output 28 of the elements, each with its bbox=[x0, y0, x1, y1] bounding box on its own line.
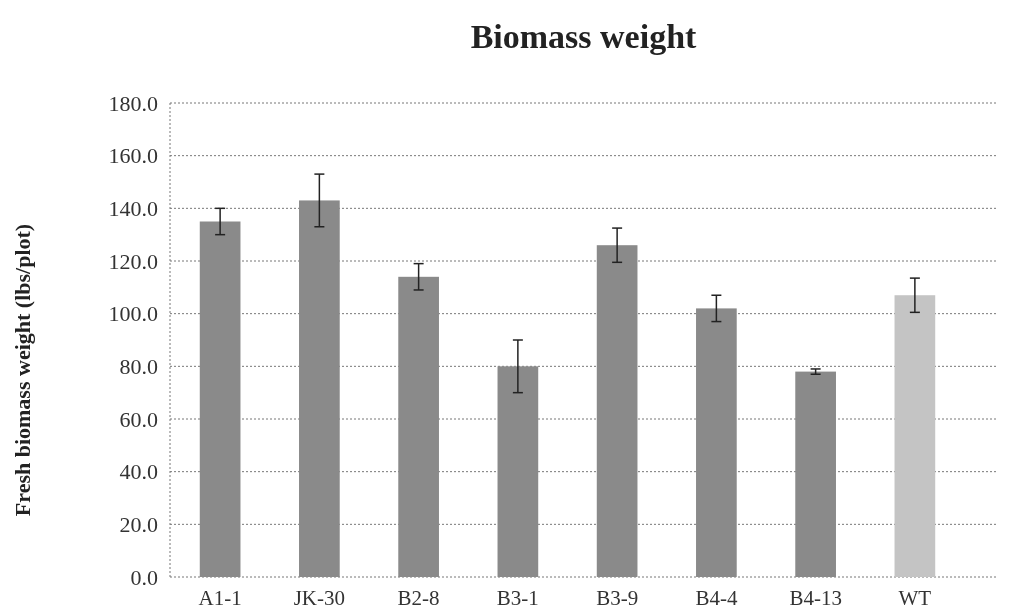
bar bbox=[596, 245, 638, 577]
bar bbox=[398, 276, 439, 577]
y-tick-label: 160.0 bbox=[108, 143, 158, 169]
x-tick-label: B2-8 bbox=[397, 586, 440, 610]
x-tick-label: B4-13 bbox=[789, 586, 842, 610]
y-tick-label: 40.0 bbox=[119, 459, 158, 485]
y-tick-label: 80.0 bbox=[119, 354, 158, 380]
y-tick-label: 60.0 bbox=[119, 406, 158, 432]
bar bbox=[199, 221, 241, 577]
y-tick-label: 0.0 bbox=[130, 564, 158, 590]
bar bbox=[696, 308, 737, 577]
y-tick-label: 100.0 bbox=[108, 301, 158, 327]
x-tick-label: B4-4 bbox=[695, 586, 738, 610]
x-tick-label: WT bbox=[898, 586, 932, 610]
x-tick-label: B3-9 bbox=[596, 586, 639, 610]
chart-title: Biomass weight bbox=[470, 18, 698, 55]
y-tick-label: 120.0 bbox=[108, 248, 158, 274]
y-tick-label: 180.0 bbox=[108, 90, 158, 116]
y-tick-label: 20.0 bbox=[119, 512, 158, 538]
y-tick-label: 140.0 bbox=[108, 196, 158, 222]
x-tick-label: A1-1 bbox=[198, 586, 242, 610]
bar bbox=[795, 371, 836, 577]
bar bbox=[497, 366, 539, 577]
y-axis-title: Fresh biomass weight (lbs/plot) bbox=[10, 223, 35, 517]
bar bbox=[299, 200, 340, 577]
bar bbox=[894, 295, 936, 577]
x-tick-label: JK-30 bbox=[293, 586, 346, 610]
x-tick-label: B3-1 bbox=[496, 586, 539, 610]
